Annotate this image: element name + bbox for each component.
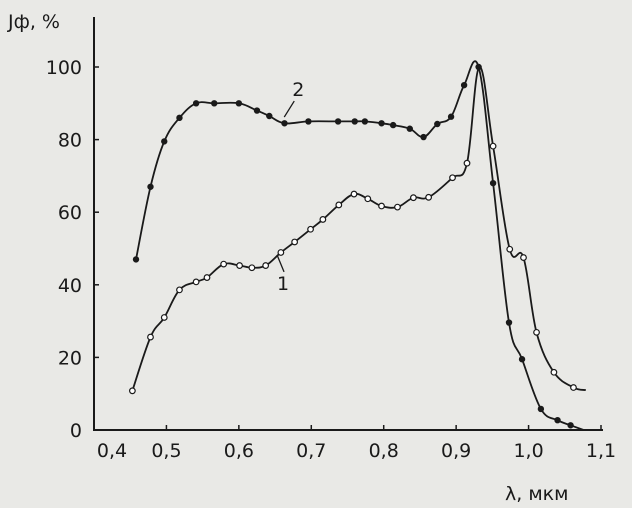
data-point bbox=[262, 262, 270, 269]
data-point bbox=[378, 120, 385, 127]
data-point bbox=[447, 113, 455, 120]
y-axis-title: Jф, % bbox=[7, 11, 60, 33]
data-point bbox=[518, 356, 526, 363]
data-point bbox=[319, 216, 327, 223]
data-point bbox=[420, 133, 427, 141]
data-point bbox=[253, 107, 261, 114]
data-point bbox=[505, 319, 513, 326]
data-point bbox=[147, 333, 154, 341]
data-point bbox=[220, 260, 228, 268]
data-point bbox=[128, 387, 136, 395]
data-point bbox=[176, 286, 183, 294]
data-point bbox=[266, 112, 273, 120]
curves: 12 bbox=[128, 60, 586, 431]
data-point bbox=[203, 274, 211, 281]
data-point bbox=[277, 249, 285, 256]
x-tick-label: 0,7 bbox=[296, 440, 326, 462]
data-point bbox=[520, 254, 527, 261]
data-point bbox=[235, 100, 243, 107]
x-tick-label: 1,1 bbox=[586, 440, 616, 462]
data-point bbox=[132, 256, 140, 263]
y-tick-label: 40 bbox=[58, 275, 82, 297]
data-point bbox=[248, 264, 256, 272]
x-tick-label: 0,6 bbox=[224, 440, 254, 462]
x-tick-label: 1,0 bbox=[513, 440, 543, 462]
data-point bbox=[351, 118, 358, 125]
data-point bbox=[361, 118, 369, 125]
y-tick-label: 100 bbox=[46, 57, 82, 79]
data-point bbox=[161, 138, 168, 145]
data-point bbox=[410, 194, 417, 202]
series-label-2: 2 bbox=[292, 79, 304, 101]
data-point bbox=[425, 193, 433, 201]
data-point bbox=[460, 81, 468, 89]
x-tick-label: 0,5 bbox=[151, 440, 181, 462]
data-point bbox=[389, 121, 397, 129]
data-point bbox=[160, 314, 168, 321]
series-1: 1 bbox=[128, 66, 586, 395]
y-tick-label: 60 bbox=[58, 202, 82, 224]
data-point bbox=[449, 174, 456, 182]
axes: 0,4 0,5 0,6 0,7 0,8 0,9 1,0 1,1 0 20 40 60 80 100 bbox=[46, 17, 616, 462]
data-point bbox=[537, 405, 545, 413]
data-point bbox=[192, 278, 200, 286]
data-point bbox=[307, 225, 314, 233]
y-tick-label: 80 bbox=[58, 130, 82, 152]
data-point bbox=[291, 238, 299, 246]
data-point bbox=[281, 120, 288, 127]
data-point bbox=[236, 262, 243, 269]
data-point bbox=[489, 179, 497, 187]
data-point bbox=[533, 328, 540, 336]
data-point bbox=[434, 120, 441, 128]
series-line-2 bbox=[135, 60, 584, 431]
x-tick-label: 0,8 bbox=[369, 440, 399, 462]
data-point bbox=[570, 384, 577, 391]
leader-line bbox=[276, 254, 285, 273]
series-line-1 bbox=[131, 66, 586, 392]
data-point bbox=[364, 195, 372, 203]
y-tick-label: 20 bbox=[58, 347, 82, 369]
data-point bbox=[335, 201, 343, 209]
data-point bbox=[554, 416, 561, 424]
series-label-1: 1 bbox=[277, 273, 289, 295]
leader-line bbox=[283, 100, 295, 118]
data-point bbox=[378, 202, 385, 210]
data-point bbox=[147, 183, 154, 190]
data-point bbox=[506, 245, 514, 253]
data-point bbox=[406, 125, 413, 132]
data-point bbox=[463, 159, 471, 167]
data-point bbox=[394, 203, 401, 211]
series-2: 2 bbox=[132, 60, 584, 431]
data-point bbox=[475, 63, 482, 71]
data-point bbox=[489, 142, 497, 150]
data-point bbox=[192, 100, 200, 107]
data-point bbox=[334, 118, 342, 125]
y-tick-label: 0 bbox=[70, 420, 82, 442]
data-point bbox=[350, 190, 358, 198]
data-point bbox=[176, 114, 183, 122]
data-point bbox=[567, 422, 574, 429]
x-tick-label: 0,9 bbox=[441, 440, 471, 462]
x-tick-label: 0,4 bbox=[97, 440, 127, 462]
data-point bbox=[305, 118, 312, 125]
x-axis-title: λ, мкм bbox=[505, 483, 568, 505]
data-point bbox=[211, 100, 218, 107]
data-point bbox=[550, 368, 558, 376]
